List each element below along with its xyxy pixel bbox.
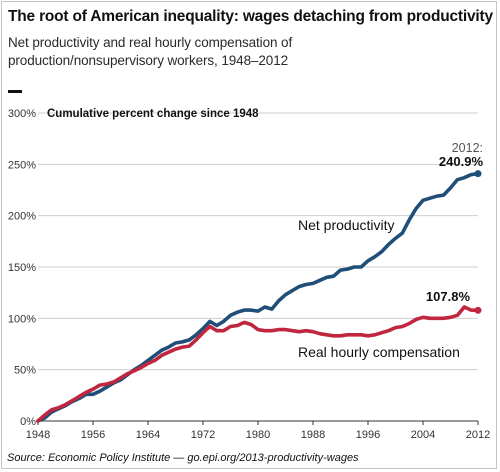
x-axis: 1948 1956 1964 1972 1980 1988 1996 2004 2012 bbox=[26, 420, 490, 441]
y-tick-label: 50% bbox=[14, 365, 36, 377]
x-tick-label: 1972 bbox=[191, 429, 215, 441]
x-tick-label: 1964 bbox=[136, 429, 160, 441]
source-note: Source: Economic Policy Institute — go.e… bbox=[7, 452, 359, 464]
x-tick-label: 2012 bbox=[466, 429, 490, 441]
gridlines bbox=[38, 112, 478, 371]
series-labels: Net productivity Real hourly compensation… bbox=[298, 141, 483, 360]
x-tick-label: 2004 bbox=[411, 429, 435, 441]
y-tick-label: 0% bbox=[20, 416, 36, 428]
productivity-series-label: Net productivity bbox=[298, 217, 394, 233]
x-tick-label: 1996 bbox=[356, 429, 380, 441]
y-axis: 0% 50% 100% 150% 200% 250% 300% bbox=[8, 108, 36, 428]
y-tick-label: 100% bbox=[8, 313, 36, 325]
productivity-end-year-label: 2012: bbox=[452, 141, 483, 155]
y-tick-label: 150% bbox=[8, 262, 36, 274]
y-tick-label: 200% bbox=[8, 211, 36, 223]
x-tick-label: 1988 bbox=[301, 429, 325, 441]
x-tick-label: 1980 bbox=[246, 429, 270, 441]
title-rule bbox=[8, 90, 22, 93]
productivity-endpoint bbox=[474, 170, 482, 178]
series-lines bbox=[36, 170, 482, 423]
compensation-line bbox=[36, 305, 480, 423]
compensation-end-value-label: 107.8% bbox=[426, 289, 471, 304]
compensation-series-label: Real hourly compensation bbox=[298, 344, 460, 360]
y-tick-label: 250% bbox=[8, 159, 36, 171]
chart-title: The root of American inequality: wages d… bbox=[8, 8, 493, 25]
y-tick-label: 300% bbox=[8, 108, 36, 120]
productivity-end-value-label: 240.9% bbox=[439, 154, 484, 169]
y-axis-label: Cumulative percent change since 1948 bbox=[47, 108, 259, 120]
compensation-endpoint bbox=[474, 306, 482, 314]
x-tick-label: 1956 bbox=[81, 429, 105, 441]
x-tick-label: 1948 bbox=[26, 429, 50, 441]
chart-subtitle: Net productivity and real hourly compens… bbox=[8, 35, 293, 68]
